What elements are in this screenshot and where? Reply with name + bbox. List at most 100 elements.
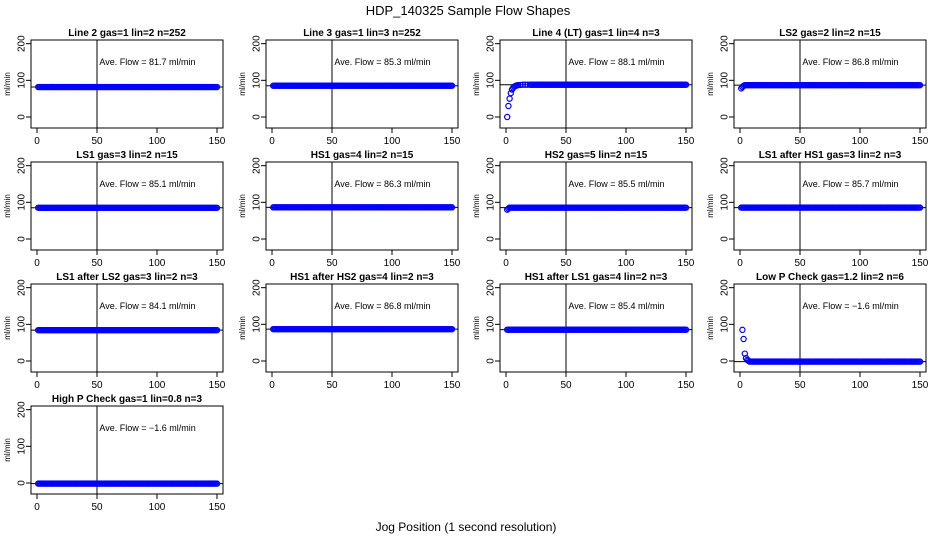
- average-flow-annotation: Ave. Flow = −1.6 ml/min: [802, 301, 898, 311]
- x-tick-label: 150: [209, 502, 226, 513]
- data-point: [213, 326, 221, 334]
- y-tick-label: 200: [720, 279, 731, 296]
- average-flow-annotation: Ave. Flow = 81.7 ml/min: [99, 57, 195, 67]
- average-flow-annotation: Ave. Flow = 85.7 ml/min: [802, 179, 898, 189]
- y-tick-label: 200: [720, 157, 731, 174]
- y-tick-label: 100: [486, 194, 497, 211]
- x-tick-label: 100: [852, 380, 869, 391]
- y-tick-label: 200: [17, 157, 28, 174]
- y-tick-label: 0: [486, 114, 497, 120]
- x-tick-label: 50: [560, 380, 572, 391]
- panel-8: LS1 after HS1 gas=3 lin=2 n=3 Ave. Flow =…: [706, 150, 929, 269]
- y-tick-label: 100: [486, 72, 497, 89]
- x-tick-label: 100: [149, 258, 166, 269]
- x-tick-label: 50: [326, 258, 338, 269]
- y-tick-label: 100: [252, 194, 263, 211]
- data-points: [504, 81, 690, 121]
- data-points: [270, 82, 456, 89]
- y-tick-label: 0: [17, 480, 28, 486]
- x-tick-label: 0: [34, 380, 40, 391]
- y-tick-label: 0: [252, 114, 263, 120]
- y-tick-label: 0: [720, 358, 731, 364]
- data-points: [270, 325, 456, 333]
- average-flow-annotation: Ave. Flow = 85.5 ml/min: [568, 179, 664, 189]
- panel-1: Line 2 gas=1 lin=2 n=252 Ave. Flow = 81.7…: [3, 28, 226, 147]
- y-tick-label: 200: [17, 401, 28, 418]
- y-axis-label: ml/min: [472, 194, 481, 218]
- x-tick-label: 150: [209, 136, 226, 147]
- plot-frame: [499, 161, 693, 251]
- x-tick-label: 50: [91, 258, 103, 269]
- panel-title: LS1 gas=3 lin=2 n=15: [76, 150, 178, 161]
- data-point: [213, 204, 221, 211]
- y-tick-label: 0: [720, 114, 731, 120]
- data-points: [35, 204, 221, 211]
- y-tick-label: 200: [252, 35, 263, 52]
- plot-frame: [30, 39, 224, 129]
- data-point: [739, 326, 746, 334]
- data-points: [738, 81, 924, 92]
- panel-title: HS1 gas=4 lin=2 n=15: [311, 150, 414, 161]
- x-tick-label: 150: [209, 258, 226, 269]
- x-tick-label: 100: [384, 258, 401, 269]
- average-flow-annotation: Ave. Flow = 85.4 ml/min: [568, 301, 664, 311]
- y-axis-label: ml/min: [238, 72, 247, 96]
- y-tick-label: 100: [17, 194, 28, 211]
- plot-frame: [30, 161, 224, 251]
- data-point: [213, 480, 221, 487]
- data-points: [739, 326, 924, 365]
- average-flow-annotation: Ave. Flow = 88.1 ml/min: [568, 57, 664, 67]
- y-axis-label: ml/min: [706, 194, 715, 218]
- figure-x-axis-label: Jog Position (1 second resolution): [376, 520, 557, 534]
- y-tick-label: 0: [17, 358, 28, 364]
- plot-frame: [499, 39, 693, 129]
- figure-title: HDP_140325 Sample Flow Shapes: [366, 3, 571, 18]
- panel-9: LS1 after LS2 gas=3 lin=2 n=3 Ave. Flow =…: [3, 272, 226, 391]
- y-tick-label: 0: [17, 236, 28, 242]
- average-flow-annotation: Ave. Flow = −1.6 ml/min: [99, 423, 195, 433]
- plot-frame: [265, 283, 459, 373]
- y-tick-label: 100: [720, 72, 731, 89]
- y-axis-label: ml/min: [238, 316, 247, 340]
- data-point: [448, 325, 456, 333]
- x-tick-label: 50: [326, 136, 338, 147]
- y-tick-label: 100: [720, 316, 731, 333]
- x-tick-label: 0: [503, 380, 509, 391]
- panel-11: HS1 after LS1 gas=4 lin=2 n=3 Ave. Flow =…: [472, 272, 695, 391]
- y-axis-label: ml/min: [3, 72, 12, 96]
- data-point: [213, 83, 221, 91]
- y-tick-label: 0: [252, 358, 263, 364]
- panel-title: LS1 after LS2 gas=3 lin=2 n=3: [56, 272, 198, 283]
- y-tick-label: 200: [720, 35, 731, 52]
- y-tick-label: 200: [17, 279, 28, 296]
- average-flow-annotation: Ave. Flow = 85.1 ml/min: [99, 179, 195, 189]
- data-points: [738, 204, 924, 211]
- x-tick-label: 50: [794, 136, 806, 147]
- x-tick-label: 100: [149, 136, 166, 147]
- y-tick-label: 100: [486, 316, 497, 333]
- panel-title: Line 2 gas=1 lin=2 n=252: [68, 28, 186, 39]
- x-tick-label: 150: [912, 136, 929, 147]
- y-tick-label: 0: [720, 236, 731, 242]
- y-tick-label: 200: [252, 279, 263, 296]
- x-tick-label: 150: [444, 258, 461, 269]
- plot-frame: [499, 283, 693, 373]
- x-tick-label: 0: [34, 136, 40, 147]
- x-tick-label: 0: [737, 258, 743, 269]
- data-point: [504, 113, 511, 121]
- x-tick-label: 100: [852, 136, 869, 147]
- average-flow-annotation: Ave. Flow = 86.8 ml/min: [334, 301, 430, 311]
- x-tick-label: 0: [737, 136, 743, 147]
- x-tick-label: 50: [326, 380, 338, 391]
- x-tick-label: 150: [678, 380, 695, 391]
- y-tick-label: 100: [720, 194, 731, 211]
- average-flow-annotation: Ave. Flow = 84.1 ml/min: [99, 301, 195, 311]
- panel-title: Low P Check gas=1.2 lin=2 n=6: [756, 272, 904, 283]
- x-tick-label: 0: [269, 380, 275, 391]
- y-tick-label: 0: [252, 236, 263, 242]
- y-tick-label: 100: [252, 72, 263, 89]
- x-tick-label: 50: [91, 136, 103, 147]
- x-tick-label: 150: [209, 380, 226, 391]
